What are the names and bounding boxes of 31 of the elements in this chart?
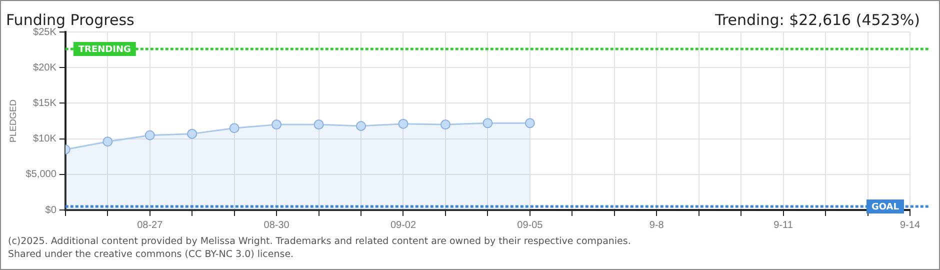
y-tick-label: $15K [33,98,57,109]
ref-line-label: TRENDING [78,44,131,55]
text: (c)2025. Additional content provided by Melissa Wright. Trademarks and related content are owned by their respective companies. [8,236,631,247]
y-tick-label: $10K [33,134,57,145]
point [356,120,366,131]
chart-subtitle: Trending: $22,616 (4523%) [715,11,920,29]
chart-title: Funding Progress [6,11,134,29]
point [314,120,324,130]
x-tick-label: 9-11 [774,220,794,231]
point [187,128,198,139]
x-tick-label: 08-27 [137,220,164,231]
point [524,118,535,128]
y-axis-title: PLEDGED [8,98,18,143]
point [482,118,493,128]
text: Shared under the creative commons (CC BY-NC 3.0) license. [8,249,294,260]
point [398,118,408,129]
y-tick-label: $0 [45,204,57,216]
x-tick-label: 09-05 [517,220,544,231]
x-tick-label: 08-30 [264,220,290,231]
point [229,123,240,134]
x-tick-label: 9-14 [900,220,920,231]
point [102,136,113,147]
point [272,120,282,130]
point [440,120,450,130]
y-tick-label: $5,000 [26,169,57,180]
x-tick-label: 9-8 [649,220,664,231]
x-tick-label: 09-02 [390,220,416,231]
y-tick-label: $20K [33,62,57,74]
ref-line-label: GOAL [872,202,900,212]
point [144,130,155,140]
y-tick-label: $25K [33,26,57,38]
